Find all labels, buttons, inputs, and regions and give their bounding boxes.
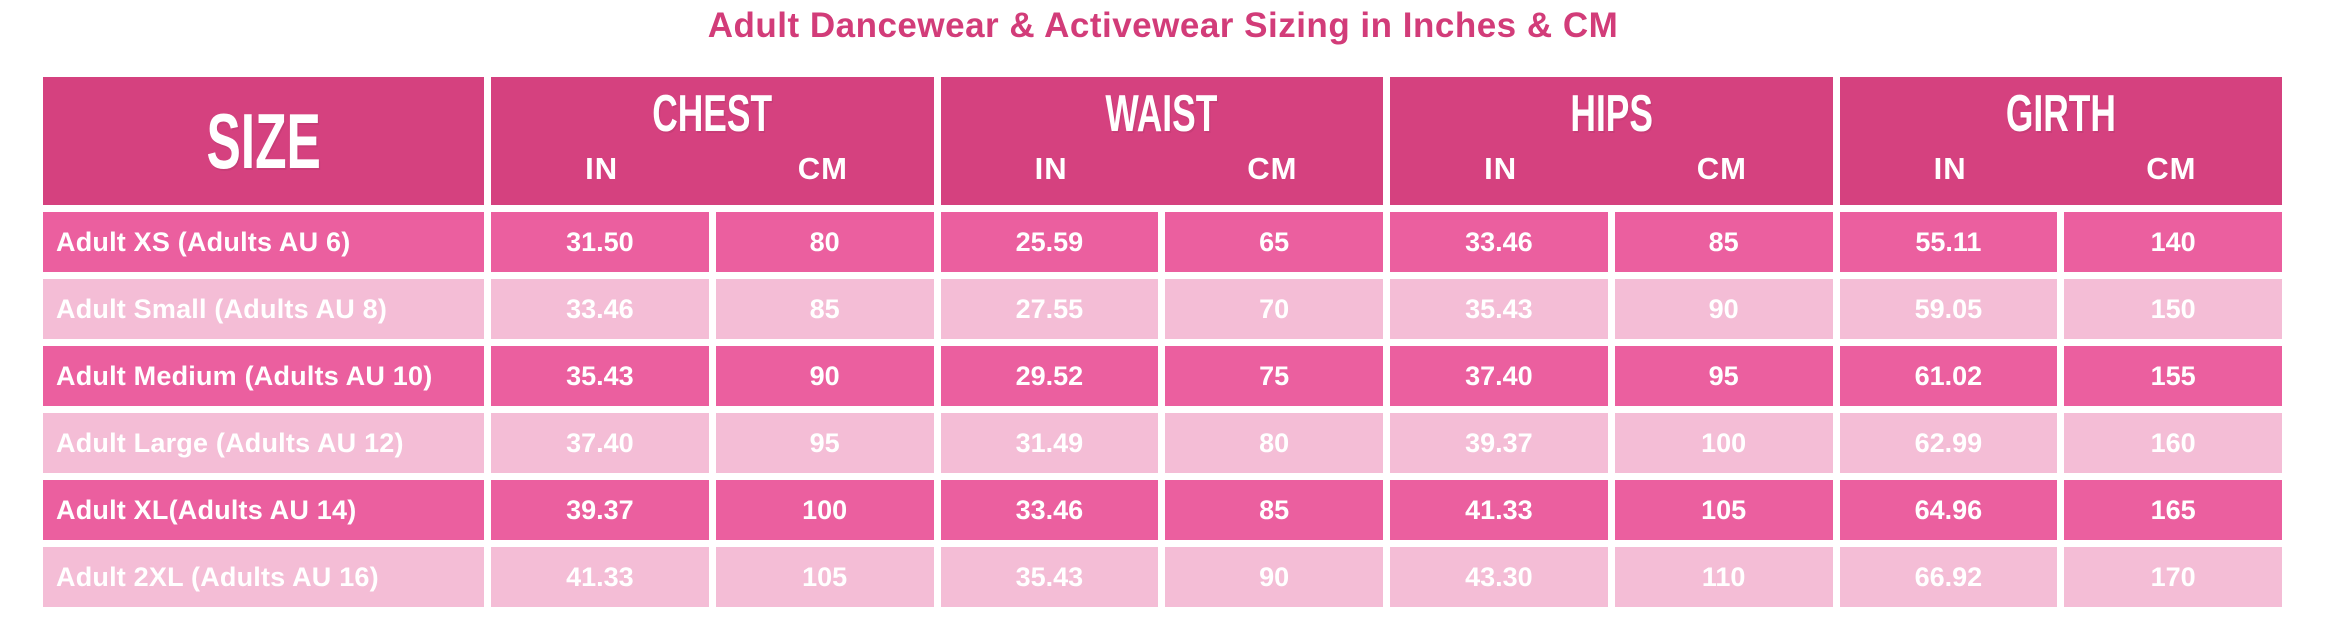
cell-s-waist-cm: 70: [1165, 279, 1383, 339]
cell-xs-chest-in: 31.50: [491, 212, 709, 272]
girth-header-label: GIRTH: [2005, 84, 2116, 143]
cell-m-waist-in: 29.52: [940, 346, 1159, 406]
waist-cm-header: CM: [1247, 150, 1298, 186]
hips-in-header: IN: [1484, 150, 1518, 186]
cell-xs-hips-in: 33.46: [1390, 212, 1608, 272]
girth-cm-header: CM: [2146, 150, 2197, 186]
page-title: Adult Dancewear & Activewear Sizing in I…: [707, 6, 1619, 45]
cell-m-hips-in: 37.40: [1390, 346, 1608, 406]
cell-2xl-waist-in: 35.43: [940, 547, 1159, 607]
chest-in-header: IN: [585, 150, 619, 186]
cell-m-chest-cm: 90: [715, 346, 934, 406]
cell-l-hips-cm: 100: [1614, 413, 1833, 473]
cell-l-chest-cm: 95: [715, 413, 934, 473]
hips-header-label: HIPS: [1569, 84, 1653, 143]
cell-xs-girth-in: 55.11: [1839, 212, 2058, 272]
size-header-label: SIZE: [206, 97, 321, 185]
cell-xl-hips-cm: 105: [1614, 480, 1833, 540]
cell-s-hips-cm: 90: [1614, 279, 1833, 339]
header-group-chest: CHEST IN CM: [491, 77, 934, 205]
cell-xs-hips-cm: 85: [1614, 212, 1833, 272]
cell-l-chest-in: 37.40: [491, 413, 709, 473]
header-size-cell: SIZE: [43, 77, 484, 205]
cell-m-hips-cm: 95: [1614, 346, 1833, 406]
cell-xl-hips-in: 41.33: [1390, 480, 1608, 540]
cell-xl-girth-cm: 165: [2064, 480, 2282, 540]
cell-2xl-girth-cm: 170: [2064, 547, 2282, 607]
cell-2xl-waist-cm: 90: [1165, 547, 1383, 607]
header-group-girth: GIRTH IN CM: [1839, 77, 2282, 205]
cell-l-girth-in: 62.99: [1839, 413, 2058, 473]
chest-cm-header: CM: [797, 150, 848, 186]
cell-xs-chest-cm: 80: [715, 212, 934, 272]
cell-m-girth-cm: 155: [2064, 346, 2282, 406]
header-group-hips: HIPS IN CM: [1390, 77, 1833, 205]
cell-xl-waist-in: 33.46: [940, 480, 1159, 540]
row-label-adult-large: Adult Large (Adults AU 12): [43, 413, 484, 473]
cell-s-hips-in: 35.43: [1390, 279, 1608, 339]
row-label-adult-xl: Adult XL(Adults AU 14): [43, 480, 484, 540]
cell-xl-chest-in: 39.37: [491, 480, 709, 540]
row-label-adult-2xl: Adult 2XL (Adults AU 16): [43, 547, 484, 607]
cell-2xl-girth-in: 66.92: [1839, 547, 2058, 607]
girth-in-header: IN: [1933, 150, 1967, 186]
row-label-adult-medium: Adult Medium (Adults AU 10): [43, 346, 484, 406]
cell-s-waist-in: 27.55: [940, 279, 1159, 339]
chest-header-label: CHEST: [652, 84, 773, 143]
waist-in-header: IN: [1034, 150, 1068, 186]
cell-2xl-hips-cm: 110: [1614, 547, 1833, 607]
cell-s-girth-in: 59.05: [1839, 279, 2058, 339]
cell-xs-girth-cm: 140: [2064, 212, 2282, 272]
cell-l-hips-in: 39.37: [1390, 413, 1608, 473]
header-group-waist: WAIST IN CM: [940, 77, 1383, 205]
cell-xs-waist-cm: 65: [1165, 212, 1383, 272]
cell-xl-chest-cm: 100: [715, 480, 934, 540]
cell-s-chest-cm: 85: [715, 279, 934, 339]
cell-2xl-chest-in: 41.33: [491, 547, 709, 607]
cell-s-chest-in: 33.46: [491, 279, 709, 339]
cell-l-waist-cm: 80: [1165, 413, 1383, 473]
cell-m-waist-cm: 75: [1165, 346, 1383, 406]
cell-xs-waist-in: 25.59: [940, 212, 1159, 272]
row-label-adult-xs: Adult XS (Adults AU 6): [43, 212, 484, 272]
cell-2xl-hips-in: 43.30: [1390, 547, 1608, 607]
waist-header-label: WAIST: [1105, 84, 1218, 143]
cell-s-girth-cm: 150: [2064, 279, 2282, 339]
cell-2xl-chest-cm: 105: [715, 547, 934, 607]
cell-xl-girth-in: 64.96: [1839, 480, 2058, 540]
hips-cm-header: CM: [1696, 150, 1747, 186]
cell-m-chest-in: 35.43: [491, 346, 709, 406]
cell-xl-waist-cm: 85: [1165, 480, 1383, 540]
cell-l-waist-in: 31.49: [940, 413, 1159, 473]
cell-m-girth-in: 61.02: [1839, 346, 2058, 406]
sizing-table: SIZE CHEST IN CM WAIST IN CM HIPS IN CM …: [43, 77, 2282, 607]
row-label-adult-small: Adult Small (Adults AU 8): [43, 279, 484, 339]
cell-l-girth-cm: 160: [2064, 413, 2282, 473]
